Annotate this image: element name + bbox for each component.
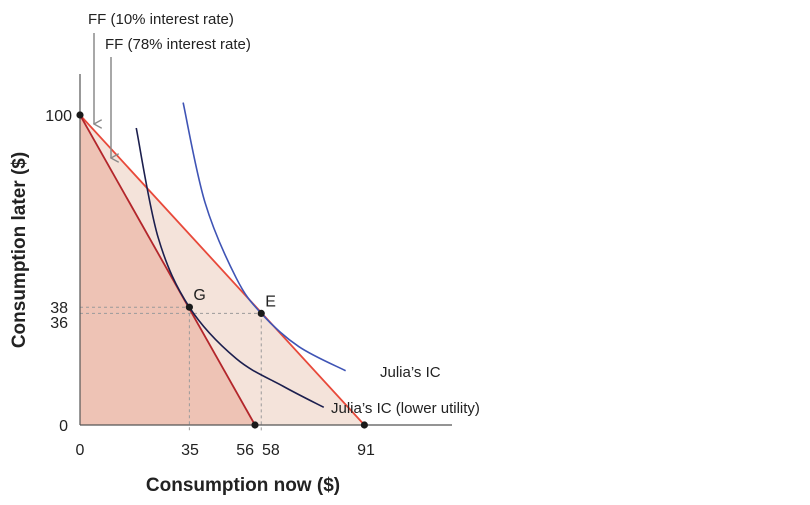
point-label-g: G <box>193 287 205 304</box>
point-label-e: E <box>265 293 276 310</box>
x-tick-label: 58 <box>262 442 280 459</box>
data-point <box>76 111 84 119</box>
y-tick-label: 38 <box>50 300 68 317</box>
ff-line-10-percent <box>79 114 366 426</box>
x-axis-title: Consumption now ($) <box>146 475 340 496</box>
annotation-ff-10-percent: FF (10% interest rate) <box>88 11 234 28</box>
data-point <box>251 421 259 429</box>
x-tick-label: 91 <box>357 442 375 459</box>
indifference-curve-julia <box>182 102 346 372</box>
y-tick-label: 0 <box>59 418 68 435</box>
annotation-ff-78-percent: FF (78% interest rate) <box>105 36 251 53</box>
data-point <box>185 303 193 311</box>
y-tick-label: 100 <box>45 108 72 125</box>
ff-line-78-percent <box>79 114 256 426</box>
data-point <box>360 421 368 429</box>
y-tick-label: 36 <box>50 315 68 332</box>
x-tick-label: 35 <box>181 442 199 459</box>
curve-label-julia-ic: Julia’s IC <box>380 364 441 381</box>
curve-label-julia-ic-lower-utility: Julia’s IC (lower utility) <box>331 400 480 417</box>
data-point <box>257 309 265 317</box>
x-tick-label: 56 <box>236 442 254 459</box>
x-tick-label: 0 <box>76 442 85 459</box>
indifference-curve-julia-lower-utility <box>135 127 325 409</box>
y-axis-title: Consumption later ($) <box>9 152 30 348</box>
